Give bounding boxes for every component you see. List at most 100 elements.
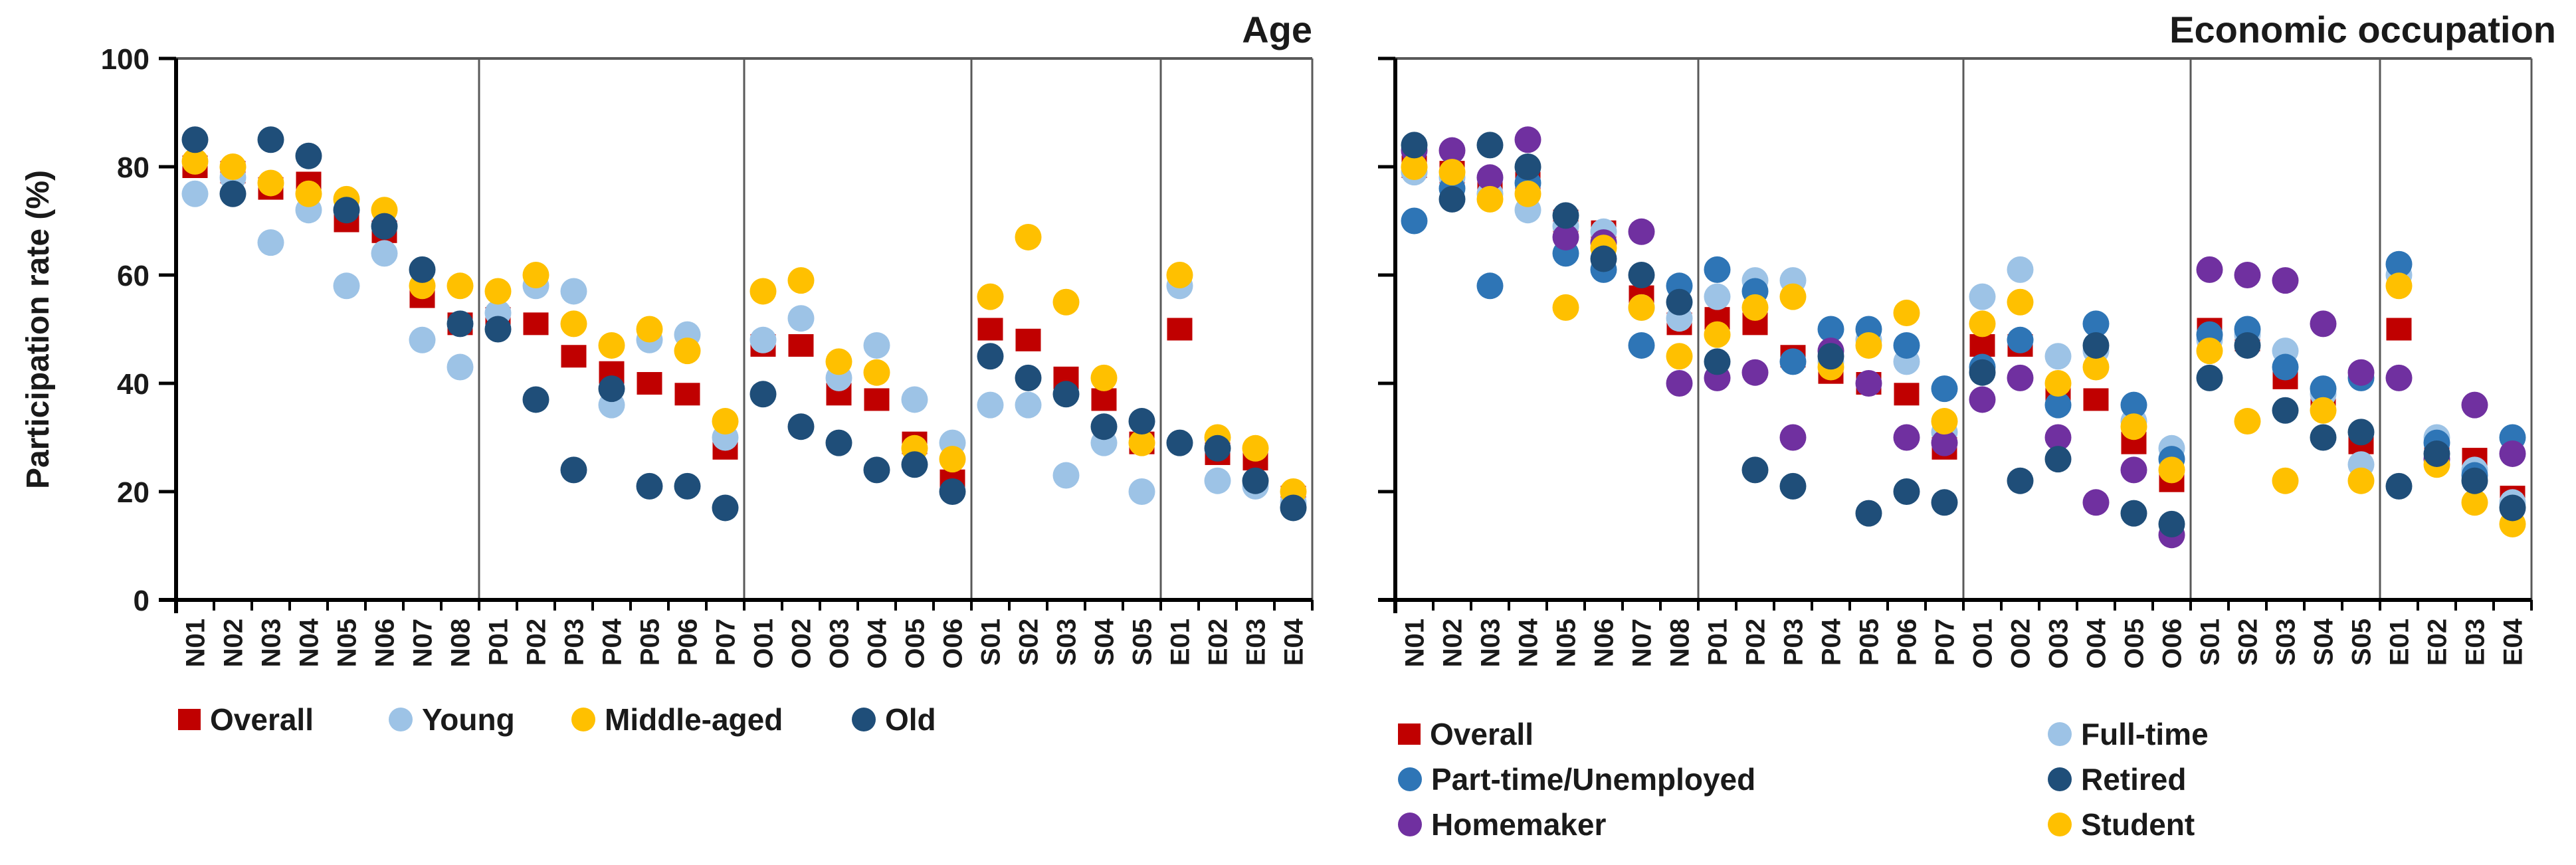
- svg-text:E03: E03: [1242, 619, 1271, 666]
- svg-text:20: 20: [117, 476, 149, 509]
- svg-text:O01: O01: [749, 619, 779, 669]
- svg-text:S05: S05: [2347, 619, 2377, 666]
- svg-text:P03: P03: [1779, 619, 1809, 666]
- svg-text:N03: N03: [257, 619, 286, 667]
- svg-text:O01: O01: [1969, 619, 1998, 669]
- legend-item-full-time: Full-time: [2048, 718, 2209, 751]
- svg-text:S04: S04: [2310, 618, 2339, 666]
- svg-text:N08: N08: [1666, 619, 1695, 667]
- svg-text:P01: P01: [1704, 619, 1733, 666]
- middle-aged-circle-marker: [571, 708, 595, 731]
- svg-text:E02: E02: [2423, 619, 2452, 666]
- svg-text:N07: N07: [409, 619, 438, 667]
- svg-text:N02: N02: [1438, 619, 1468, 667]
- svg-text:N06: N06: [371, 619, 400, 667]
- svg-text:O02: O02: [2007, 619, 2036, 669]
- legend-label: Old: [885, 702, 936, 737]
- legend-item-overall: Overall: [178, 703, 314, 736]
- legend-item-old: Old: [852, 703, 936, 736]
- svg-text:S01: S01: [977, 619, 1006, 666]
- legend-item-young: Young: [389, 703, 515, 736]
- svg-text:O05: O05: [901, 619, 930, 669]
- svg-text:P04: P04: [1817, 618, 1846, 666]
- svg-text:P06: P06: [1893, 619, 1922, 666]
- y-axis-title: Participation rate (%): [21, 169, 56, 490]
- svg-text:N08: N08: [446, 619, 476, 667]
- svg-text:O03: O03: [825, 619, 854, 669]
- overall-square-marker: [178, 709, 201, 730]
- legend-item-part-time: Part-time/Unemployed: [1398, 763, 1755, 796]
- svg-text:N02: N02: [219, 619, 248, 667]
- homemaker-circle-marker: [1398, 813, 1422, 836]
- svg-text:N05: N05: [1552, 619, 1581, 667]
- svg-text:N01: N01: [181, 619, 211, 667]
- svg-text:O02: O02: [787, 619, 817, 669]
- svg-text:O06: O06: [939, 619, 968, 669]
- svg-text:O05: O05: [2120, 619, 2149, 669]
- svg-text:S03: S03: [1052, 619, 1082, 666]
- svg-text:P06: P06: [674, 619, 703, 666]
- occupation-chart-title: Economic occupation: [2169, 9, 2556, 50]
- svg-text:N04: N04: [295, 618, 324, 667]
- legend-label: Homemaker: [1431, 807, 1607, 842]
- svg-text:100: 100: [101, 43, 149, 76]
- retired-circle-marker: [2048, 767, 2072, 791]
- svg-text:E03: E03: [2461, 619, 2490, 666]
- svg-text:P02: P02: [522, 619, 551, 666]
- svg-text:E01: E01: [1166, 619, 1195, 666]
- svg-text:N01: N01: [1401, 619, 1430, 667]
- legend-item-retired: Retired: [2048, 763, 2186, 796]
- svg-text:E01: E01: [2385, 619, 2415, 666]
- legend-label: Middle-aged: [605, 702, 783, 737]
- legend-label: Overall: [1430, 717, 1534, 751]
- legend-item-student: Student: [2048, 808, 2195, 841]
- legend-label: Young: [422, 702, 515, 737]
- legend-label: Overall: [210, 702, 314, 737]
- legend-label: Retired: [2081, 762, 2187, 797]
- age-chart-title: Age: [1242, 9, 1312, 50]
- svg-text:S02: S02: [1015, 619, 1044, 666]
- svg-text:P07: P07: [1931, 619, 1960, 666]
- svg-text:S03: S03: [2272, 619, 2301, 666]
- legend-label: Full-time: [2081, 717, 2209, 751]
- legend-item-overall-occ: Overall: [1398, 718, 1534, 751]
- svg-text:S01: S01: [2196, 619, 2225, 666]
- overall-square-marker: [1398, 723, 1421, 745]
- legend-item-middle-aged: Middle-aged: [571, 703, 783, 736]
- svg-text:40: 40: [117, 368, 149, 401]
- svg-text:S05: S05: [1128, 619, 1157, 666]
- svg-text:E04: E04: [2499, 618, 2528, 666]
- svg-text:P01: P01: [484, 619, 514, 666]
- svg-text:S04: S04: [1090, 618, 1120, 666]
- svg-text:80: 80: [117, 151, 149, 184]
- svg-text:N06: N06: [1590, 619, 1619, 667]
- svg-text:O03: O03: [2044, 619, 2074, 669]
- svg-text:O04: O04: [863, 618, 892, 668]
- legend-label: Part-time/Unemployed: [1431, 762, 1756, 797]
- svg-text:E02: E02: [1204, 619, 1233, 666]
- svg-text:P05: P05: [636, 619, 665, 666]
- svg-text:P04: P04: [598, 618, 627, 666]
- svg-text:N04: N04: [1514, 618, 1543, 667]
- student-circle-marker: [2048, 813, 2072, 836]
- part-time-circle-marker: [1398, 767, 1422, 791]
- svg-text:O06: O06: [2158, 619, 2187, 669]
- svg-text:0: 0: [134, 585, 149, 617]
- legend-item-homemaker: Homemaker: [1398, 808, 1606, 841]
- svg-text:O04: O04: [2082, 618, 2112, 668]
- young-circle-marker: [389, 708, 413, 731]
- legend-label: Student: [2081, 807, 2195, 842]
- svg-text:N05: N05: [333, 619, 362, 667]
- svg-text:P02: P02: [1741, 619, 1771, 666]
- svg-text:N03: N03: [1476, 619, 1506, 667]
- svg-text:60: 60: [117, 260, 149, 292]
- svg-text:E04: E04: [1280, 618, 1309, 666]
- old-circle-marker: [852, 708, 876, 731]
- svg-text:N07: N07: [1628, 619, 1657, 667]
- svg-text:S02: S02: [2234, 619, 2263, 666]
- full-time-circle-marker: [2048, 722, 2072, 746]
- svg-text:P07: P07: [712, 619, 741, 666]
- svg-text:P05: P05: [1855, 619, 1884, 666]
